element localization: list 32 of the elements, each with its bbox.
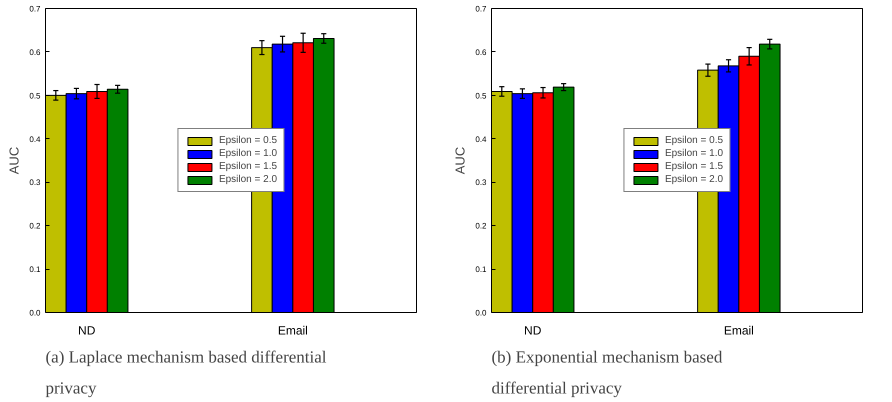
y-tick-label: 0.1 [475, 265, 488, 274]
y-tick-label: 0.4 [29, 134, 42, 144]
y-tick-label: 0.2 [475, 222, 488, 231]
legend-label: Epsilon = 2.0 [218, 174, 278, 185]
y-axis-title: AUC [6, 146, 22, 174]
legend-label: Epsilon = 0.5 [218, 135, 278, 146]
legend-label: Epsilon = 1.0 [664, 148, 724, 159]
y-tick-label: 0.4 [475, 134, 488, 144]
legend-label: Epsilon = 1.5 [664, 161, 724, 172]
x-tick-label: Email [724, 324, 754, 338]
x-tick-label: ND [78, 324, 96, 338]
y-tick-label: 0.7 [475, 4, 488, 14]
x-tick-label: ND [524, 324, 542, 338]
legend-label: Epsilon = 1.5 [218, 161, 278, 172]
y-tick-label: 0.3 [475, 178, 488, 188]
legend-label: Epsilon = 1.0 [218, 148, 278, 159]
y-tick-label: 0.6 [29, 48, 42, 57]
y-tick-label: 0.0 [475, 308, 488, 318]
y-tick-label: 0.6 [475, 48, 488, 57]
y-tick-label: 0.0 [29, 308, 42, 318]
text: (b) Exponential mechanism based differential privacy [492, 348, 723, 398]
y-tick-label: 0.5 [475, 91, 488, 100]
y-tick-label: 0.1 [29, 265, 42, 274]
y-tick-label: 0.5 [29, 91, 42, 100]
y-tick-label: 0.2 [29, 222, 42, 231]
legend-label: Epsilon = 2.0 [664, 174, 724, 185]
y-axis-title: AUC [452, 146, 468, 174]
y-tick-label: 0.3 [29, 178, 42, 188]
y-tick-label: 0.7 [29, 4, 42, 14]
x-tick-label: Email [278, 324, 308, 338]
legend-label: Epsilon = 0.5 [664, 135, 724, 146]
text: (a) Laplace mechanism based differential privacy [46, 348, 327, 398]
